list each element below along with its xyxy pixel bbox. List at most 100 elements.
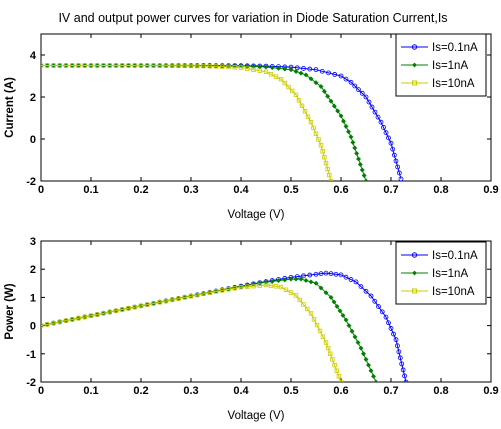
data-point	[57, 63, 62, 68]
data-point	[288, 276, 294, 282]
data-point	[363, 356, 369, 362]
data-point	[138, 303, 144, 309]
data-point	[313, 67, 319, 73]
data-point	[328, 271, 334, 277]
data-point	[403, 379, 409, 382]
data-point	[182, 63, 187, 69]
data-point	[316, 137, 321, 142]
y-tick-label: 0	[30, 321, 36, 333]
data-point	[390, 146, 396, 152]
data-point	[308, 311, 314, 316]
data-point	[257, 283, 262, 288]
data-point	[282, 277, 288, 283]
data-point	[314, 322, 320, 328]
data-point	[201, 63, 206, 69]
legend-label: Is=1nA	[432, 60, 468, 72]
x-axis-label: Voltage (V)	[228, 410, 285, 422]
data-point	[301, 302, 306, 307]
data-point	[263, 64, 269, 70]
data-point	[76, 315, 81, 321]
data-point	[350, 139, 356, 145]
data-point	[107, 63, 112, 68]
x-tick-label: 0.2	[133, 184, 148, 196]
data-point	[363, 94, 369, 100]
data-point	[328, 178, 334, 181]
data-point	[308, 76, 314, 82]
data-point	[354, 150, 360, 156]
data-point	[337, 308, 343, 314]
data-point	[251, 283, 256, 289]
legend-label: Is=10nA	[432, 286, 475, 298]
data-point	[257, 68, 262, 73]
data-point	[348, 134, 354, 140]
data-point	[336, 374, 342, 379]
series-group	[41, 62, 404, 181]
data-point	[297, 297, 302, 303]
data-point	[400, 367, 406, 373]
data-point	[369, 104, 375, 110]
data-point	[378, 119, 384, 125]
data-point	[335, 108, 341, 114]
data-point	[138, 63, 144, 68]
legend-marker	[411, 252, 418, 258]
data-point	[343, 274, 349, 280]
data-point	[340, 118, 347, 124]
data-point	[391, 331, 396, 337]
data-point	[340, 312, 346, 319]
data-point	[319, 68, 325, 74]
data-point	[366, 99, 372, 105]
legend: Is=0.1nA Is=1nA Is=10nA	[395, 241, 487, 305]
data-point	[275, 278, 282, 284]
data-point	[226, 287, 231, 292]
data-point	[113, 308, 119, 313]
chart-title: IV and output power curves for variation…	[58, 11, 447, 25]
data-point	[322, 154, 327, 160]
x-tick-label: 0.8	[433, 184, 448, 196]
data-point	[232, 65, 237, 70]
data-point	[393, 337, 399, 343]
data-point	[238, 65, 244, 70]
data-point	[278, 284, 284, 290]
data-point	[338, 272, 344, 278]
x-tick-label: 0.9	[483, 385, 498, 397]
data-point	[313, 271, 319, 277]
data-point	[323, 270, 329, 276]
data-point	[325, 345, 331, 351]
data-point	[381, 125, 386, 130]
data-point	[301, 273, 306, 279]
data-point	[368, 293, 374, 299]
data-point	[358, 345, 364, 351]
legend-marker	[412, 288, 417, 294]
data-point	[396, 349, 402, 355]
y-tick-label: 3	[30, 236, 36, 248]
y-tick-label: 1	[30, 292, 36, 304]
data-point	[343, 76, 349, 82]
data-point	[359, 167, 365, 173]
data-point	[41, 323, 44, 328]
data-point	[308, 120, 314, 125]
x-tick-label: 0.1	[83, 184, 98, 196]
data-point	[188, 63, 194, 69]
data-point	[338, 73, 344, 79]
data-point	[207, 64, 212, 69]
data-point	[332, 362, 337, 368]
data-point	[82, 314, 87, 320]
power-curve-plot: 0 0.1 0.2 0.3 0.4 0.5 0.6 0.7 0.8 0.9 3 2 1 0 -1 -2 Volt…	[4, 236, 499, 422]
data-point	[358, 284, 364, 289]
data-point	[373, 379, 379, 382]
data-point	[333, 271, 339, 277]
data-point	[397, 355, 403, 361]
data-point	[325, 93, 331, 99]
data-point	[368, 368, 374, 374]
data-point	[386, 320, 391, 326]
x-tick-label: 0.3	[183, 184, 198, 196]
data-point	[176, 63, 181, 69]
data-point	[45, 63, 50, 68]
legend-marker	[411, 44, 418, 50]
data-point	[355, 339, 361, 346]
data-point	[359, 90, 365, 96]
y-tick-label: 0	[30, 134, 36, 146]
data-point	[372, 109, 378, 115]
data-point	[163, 298, 169, 304]
